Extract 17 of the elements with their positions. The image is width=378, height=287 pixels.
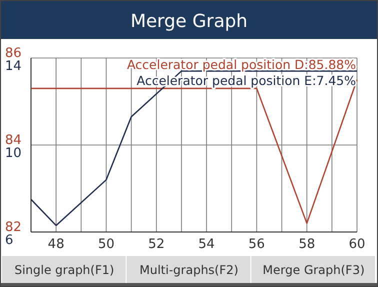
y-tick-label: 86 [5, 46, 22, 61]
y2-tick-label: 14 [5, 59, 22, 74]
x-tick-label: 52 [148, 237, 165, 252]
text: Merge Graph(F3) [262, 263, 365, 277]
x-tick-label: 54 [198, 237, 215, 252]
x-tick-label: 56 [248, 237, 265, 252]
y-tick-label: 82 [5, 220, 22, 235]
x-tick-label: 60 [348, 237, 366, 252]
y2-tick-label: 10 [5, 146, 22, 161]
text: Single graph(F1) [14, 263, 114, 277]
x-tick-label: 48 [48, 237, 64, 252]
x-tick-label: 58 [298, 237, 316, 252]
x-tick-label: 50 [98, 237, 115, 252]
y2-tick-label: 6 [5, 233, 14, 248]
y-tick-label: 84 [5, 133, 22, 148]
chart-title: Merge Graph [130, 11, 248, 32]
text: Multi-graphs(F2) [140, 263, 238, 277]
